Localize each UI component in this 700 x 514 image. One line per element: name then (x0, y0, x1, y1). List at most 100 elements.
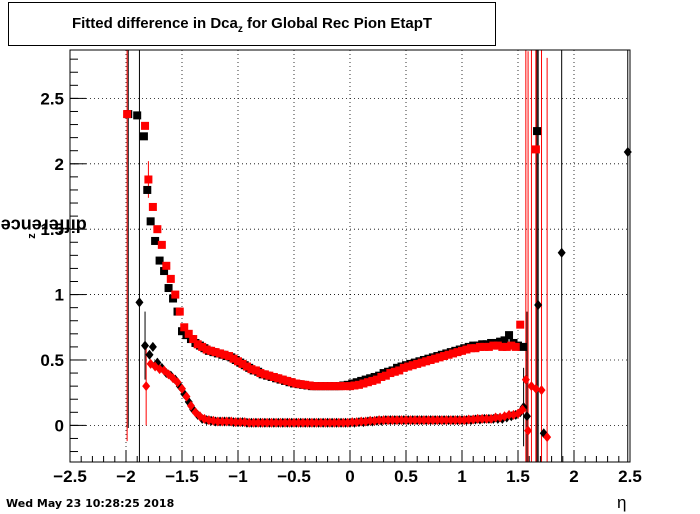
diamond-marker (442, 415, 451, 426)
square-marker (146, 217, 155, 226)
diamond-marker (437, 415, 446, 426)
x-axis-label: η (617, 493, 627, 512)
diamond-marker (424, 415, 433, 426)
square-marker (220, 350, 229, 359)
diamond-marker (339, 417, 348, 428)
square-marker (133, 111, 142, 120)
x-tick-label: −1.5 (165, 467, 199, 486)
diamond-marker (218, 416, 227, 427)
diamond-marker (419, 415, 428, 426)
square-marker (164, 284, 173, 293)
square-marker (493, 341, 502, 350)
x-tick-label: −2.5 (53, 467, 87, 486)
square-marker (153, 225, 162, 234)
square-marker (301, 380, 310, 389)
square-marker (475, 342, 484, 351)
diamond-marker (451, 415, 460, 426)
square-marker (507, 341, 516, 350)
square-marker (251, 366, 260, 375)
square-marker (511, 342, 520, 351)
square-marker (341, 382, 350, 391)
diamond-marker (231, 417, 240, 428)
square-marker (484, 342, 493, 351)
square-marker (498, 342, 507, 351)
diamond-marker (393, 415, 402, 426)
y-tick-label: 0.5 (40, 351, 64, 370)
axes: −2.5 −2 −1.5 −1 −0.5 0 0.5 1 1.5 2 2.5 0 0.5 1 1.5 2 2.5 (40, 58, 642, 486)
square-marker (234, 357, 242, 366)
square-marker (162, 261, 171, 270)
diamond-marker (254, 417, 263, 428)
diamond-marker (491, 412, 500, 423)
diamond-marker (537, 385, 546, 396)
diamond-marker (375, 415, 384, 426)
square-marker (193, 340, 202, 349)
square-marker (171, 290, 180, 299)
diamond-marker (357, 416, 366, 427)
diamond-marker (388, 415, 397, 426)
diamond-marker (402, 415, 410, 426)
square-marker (453, 348, 462, 357)
square-marker (399, 363, 408, 372)
x-tick-label: 1 (457, 467, 466, 486)
square-marker (305, 381, 314, 390)
square-marker (123, 110, 132, 119)
square-marker (417, 358, 426, 367)
diamond-marker (410, 415, 419, 426)
square-marker (390, 367, 399, 376)
diamond-marker (145, 349, 154, 360)
x-tick-label: 2.5 (618, 467, 642, 486)
square-marker (287, 378, 296, 387)
x-tick-label: −1 (228, 467, 247, 486)
diamond-marker (397, 415, 406, 426)
diamond-marker (366, 415, 375, 426)
square-marker (157, 240, 166, 249)
diamond-marker (312, 417, 321, 428)
y-tick-label: 1.5 (40, 220, 64, 239)
square-marker (395, 366, 404, 375)
square-marker (141, 121, 150, 130)
diamond-marker (222, 416, 231, 427)
square-marker (292, 379, 301, 388)
x-tick-label: 1.5 (506, 467, 530, 486)
square-marker (426, 355, 435, 364)
square-marker (202, 345, 211, 354)
square-marker (518, 342, 527, 351)
diamond-marker (135, 297, 144, 308)
square-marker (435, 353, 444, 362)
plot-frame (69, 49, 631, 463)
square-marker (531, 145, 540, 154)
diamond-marker (178, 383, 186, 394)
square-marker (404, 362, 413, 371)
diamond-marker (276, 417, 285, 428)
diamond-marker (267, 417, 276, 428)
error-bars (126, 50, 629, 462)
square-marker (502, 342, 511, 351)
square-marker (466, 344, 475, 353)
square-marker (408, 361, 417, 370)
diamond-marker (141, 340, 150, 351)
square-marker (283, 376, 292, 385)
diamond-marker (263, 417, 272, 428)
diamond-marker (258, 417, 267, 428)
diamond-marker (186, 400, 195, 411)
square-marker (323, 382, 332, 391)
square-marker (354, 380, 363, 389)
diamond-marker (298, 417, 307, 428)
square-marker (480, 342, 489, 351)
diamond-marker (281, 417, 290, 428)
square-marker (350, 381, 359, 390)
square-marker (533, 127, 542, 136)
diamond-marker (428, 415, 437, 426)
diamond-marker (522, 411, 531, 422)
diamond-marker (245, 417, 254, 428)
diamond-marker (142, 381, 151, 392)
diamond-marker (294, 417, 303, 428)
square-marker (458, 346, 466, 355)
diamond-marker (446, 415, 455, 426)
square-marker (489, 341, 498, 350)
square-marker (155, 256, 164, 265)
square-marker (274, 374, 283, 383)
square-marker (256, 369, 265, 378)
diamond-marker (325, 417, 334, 428)
